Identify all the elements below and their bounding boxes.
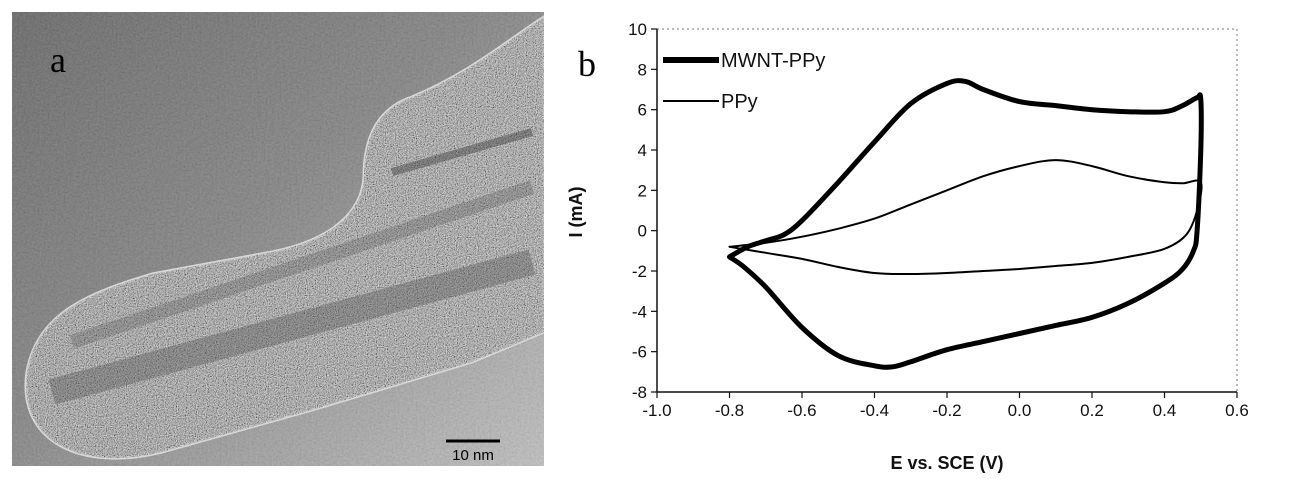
y-tick-label: -2 — [632, 262, 647, 281]
x-tick-label: 0.2 — [1080, 401, 1104, 420]
y-tick-label: 8 — [638, 60, 647, 79]
series-layer — [727, 78, 1204, 370]
y-tick-label: -4 — [632, 302, 647, 321]
y-tick-label: 10 — [628, 20, 647, 39]
y-axis-title: I (mA) — [566, 187, 586, 238]
series-line-mwnt-ppy — [727, 78, 1204, 370]
x-tick-label: -0.4 — [860, 401, 889, 420]
panel-b-label: b — [578, 44, 596, 84]
y-tick-label: 2 — [638, 181, 647, 200]
panel-a-label: a — [50, 40, 66, 80]
y-tick-label: 4 — [638, 141, 647, 160]
x-tick-label: -1.0 — [642, 401, 671, 420]
cv-chart-panel: b -1.0 -0.8 -0.6 -0.4 -0.2 0.0 0.2 0.4 0.6 10 8 6 4 2… — [544, 0, 1292, 474]
y-tick-label: -6 — [632, 343, 647, 362]
x-tick-label: 0.0 — [1008, 401, 1032, 420]
x-tick-label: 0.6 — [1225, 401, 1249, 420]
cv-chart: b -1.0 -0.8 -0.6 -0.4 -0.2 0.0 0.2 0.4 0.6 10 8 6 4 2… — [566, 20, 1249, 473]
y-tick-label: -8 — [632, 383, 647, 402]
y-tick-label: 0 — [638, 222, 647, 241]
legend: MWNT-PPy PPy — [663, 50, 825, 113]
tem-image-panel: a 10 nm — [12, 12, 544, 466]
scale-bar-label: 10 nm — [452, 447, 494, 464]
x-tick-label: -0.8 — [715, 401, 744, 420]
y-tick-label: 6 — [638, 101, 647, 120]
legend-label-ppy: PPy — [721, 91, 758, 113]
x-axis-title: E vs. SCE (V) — [890, 453, 1003, 473]
legend-label-mwnt-ppy: MWNT-PPy — [721, 50, 825, 72]
axis-ticks: -1.0 -0.8 -0.6 -0.4 -0.2 0.0 0.2 0.4 0.6 10 8 6 4 2 0 -… — [628, 20, 1249, 420]
tem-micrograph: a 10 nm — [12, 12, 544, 466]
x-tick-label: 0.4 — [1153, 401, 1177, 420]
x-tick-label: -0.6 — [787, 401, 816, 420]
x-tick-label: -0.2 — [932, 401, 961, 420]
series-line-ppy — [728, 159, 1203, 276]
